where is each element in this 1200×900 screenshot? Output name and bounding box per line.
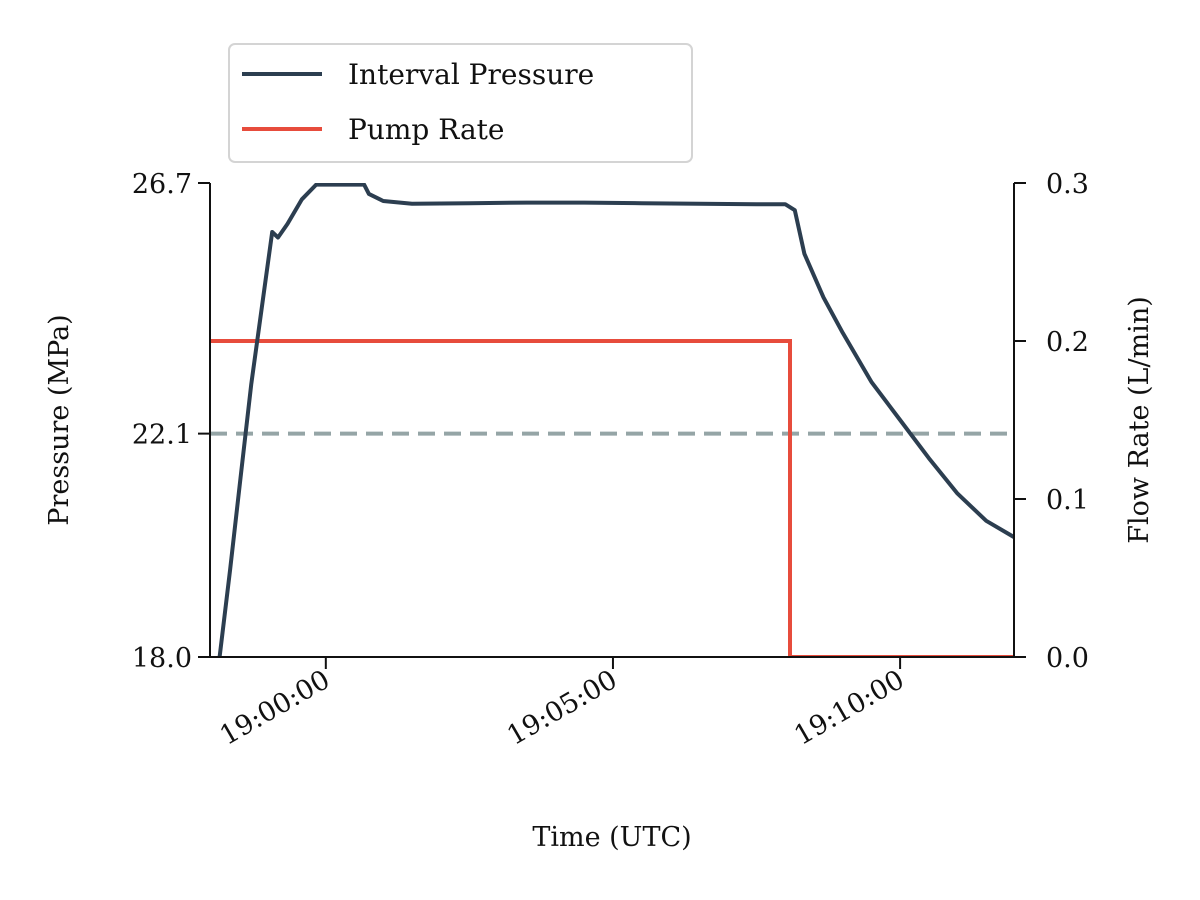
right-axis-ticks: 0.0 0.1 0.2 0.3: [1014, 169, 1089, 674]
x-axis-ticks: 19:00:00 19:05:00 19:10:00: [215, 657, 910, 752]
legend-label-pressure: Interval Pressure: [348, 58, 594, 91]
legend-label-pump: Pump Rate: [348, 113, 505, 146]
legend-box: [228, 43, 693, 163]
legend: Interval Pressure Pump Rate: [228, 43, 693, 163]
left-axis-ticks: 18.0 22.1 26.7: [132, 169, 210, 674]
interval-pressure-line: [217, 183, 1014, 657]
right-y-tick-label: 0.0: [1046, 643, 1089, 674]
left-y-tick-label: 26.7: [132, 169, 192, 200]
right-y-tick-label: 0.3: [1046, 169, 1089, 200]
right-y-tick-label: 0.2: [1046, 327, 1089, 358]
left-y-tick-label: 18.0: [132, 643, 192, 674]
left-y-tick-label: 22.1: [132, 420, 192, 451]
left-axis-title: Pressure (MPa): [44, 314, 75, 525]
right-axis-title: Flow Rate (L/min): [1124, 296, 1155, 544]
x-axis-title: Time (UTC): [532, 822, 691, 853]
plot-area: [210, 183, 1014, 657]
axes: 19:00:00 19:05:00 19:10:00 18.0 22.1 26.7 0.…: [132, 169, 1089, 752]
pump-rate-line: [210, 339, 1014, 657]
x-tick-label: 19:10:00: [789, 664, 910, 751]
right-y-tick-label: 0.1: [1046, 485, 1089, 516]
x-tick-label: 19:05:00: [502, 664, 623, 751]
x-tick-label: 19:00:00: [215, 664, 336, 751]
